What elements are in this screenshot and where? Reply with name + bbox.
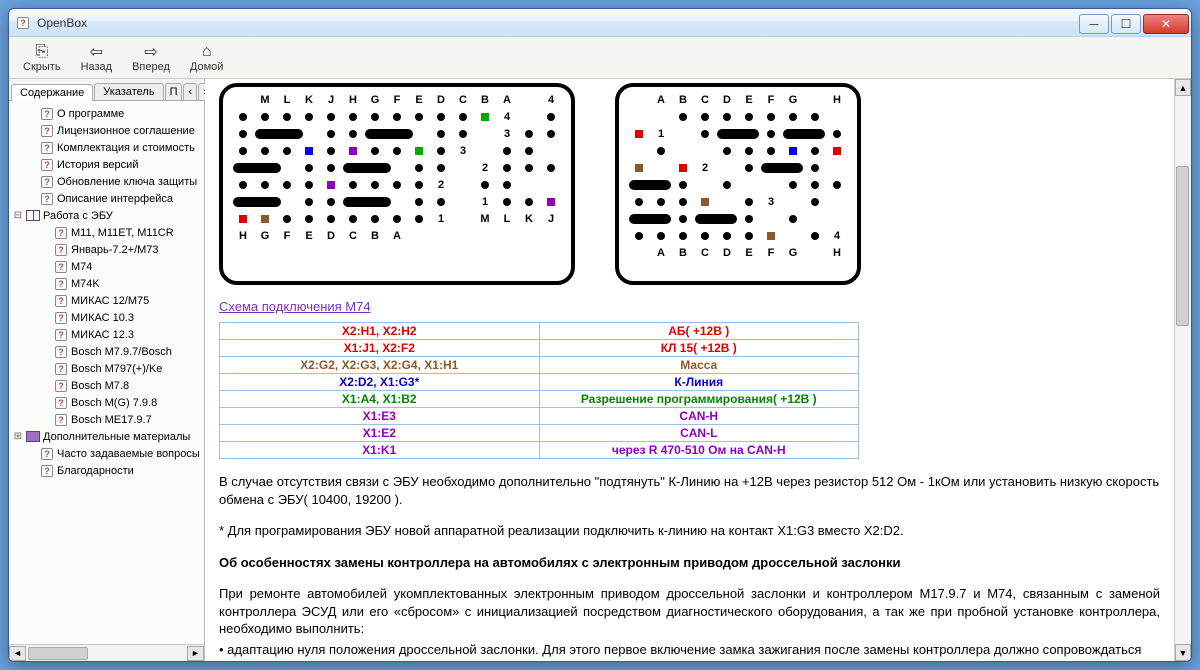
paragraph-1: В случае отсутствия связи с ЭБУ необходи… [219,473,1160,508]
sidebar-tabs: Содержание Указатель П ‹ › [9,79,204,101]
tree-item[interactable]: ?Bosch ME17.9.7 [11,411,202,428]
scroll-thumb[interactable] [28,647,88,660]
tree-item[interactable]: ?Bosch M(G) 7.9.8 [11,394,202,411]
vscroll-track[interactable] [1175,96,1191,644]
home-icon: ⌂ [202,43,212,61]
tree-item[interactable]: ?M74 [11,258,202,275]
scroll-up-icon[interactable]: ▲ [1175,79,1191,96]
window-buttons: ─ ☐ ✕ [1079,12,1191,34]
sidebar-hscroll[interactable]: ◄ ► [9,644,204,661]
tree-item[interactable]: ?Описание интерфейса [11,190,202,207]
app-window: ? OpenBox ─ ☐ ✕ ⎘ Скрыть ⇦ Назад ⇨ Впере… [8,8,1192,662]
tree-item[interactable]: ?Обновление ключа защиты [11,173,202,190]
connector-diagrams: MLKJHGFEDCBA44332211MLKJHGFEDCBAABCDEFGH… [219,83,1160,285]
tree-item[interactable]: ?Bosch M7.8 [11,377,202,394]
toolbar: ⎘ Скрыть ⇦ Назад ⇨ Вперед ⌂ Домой [9,37,1191,79]
heading-features: Об особенностях замены контроллера на ав… [219,554,1160,572]
tree-item[interactable]: ?МИКАС 12.3 [11,326,202,343]
tree-item[interactable]: ?МИКАС 10.3 [11,309,202,326]
content-vscroll[interactable]: ▲ ▼ [1174,79,1191,661]
forward-button[interactable]: ⇨ Вперед [124,41,178,75]
paragraph-2: * Для програмирования ЭБУ новой аппаратн… [219,522,1160,540]
scroll-left-icon[interactable]: ◄ [9,646,26,661]
home-button[interactable]: ⌂ Домой [182,41,232,75]
connection-table: X2:H1, X2:H2АБ( +12В )X1:J1, X2:F2КЛ 15(… [219,322,859,459]
tree-item[interactable]: ?Bosch M7.9.7/Bosch [11,343,202,360]
help-icon: ? [17,17,29,29]
tree-item[interactable]: ?Январь-7.2+/M73 [11,241,202,258]
tree-item[interactable]: ?Комплектация и стоимость [11,139,202,156]
body: Содержание Указатель П ‹ › ?О программе?… [9,79,1191,661]
tree-item[interactable]: ⊞Дополнительные материалы [11,428,202,445]
paragraph-3: При ремонте автомобилей укомплектованных… [219,585,1160,638]
window-title: OpenBox [37,16,1079,30]
vscroll-thumb[interactable] [1176,166,1189,326]
tab-index[interactable]: Указатель [94,83,163,100]
close-button[interactable]: ✕ [1143,14,1189,34]
back-icon: ⇦ [90,43,103,61]
bullet-1: • адаптацию нуля положения дроссельной з… [219,642,1160,657]
scroll-down-icon[interactable]: ▼ [1175,644,1191,661]
titlebar: ? OpenBox ─ ☐ ✕ [9,9,1191,37]
maximize-button[interactable]: ☐ [1111,14,1141,34]
hide-icon: ⎘ [35,43,48,61]
tree-item[interactable]: ?Благодарности [11,462,202,479]
sidebar: Содержание Указатель П ‹ › ?О программе?… [9,79,205,661]
scroll-right-icon[interactable]: ► [187,646,204,661]
forward-icon: ⇨ [144,43,157,61]
hide-button[interactable]: ⎘ Скрыть [15,41,69,75]
m74-schema-link[interactable]: Схема подключения M74 [219,299,371,314]
tree-item[interactable]: ?История версий [11,156,202,173]
tree-item[interactable]: ?О программе [11,105,202,122]
tab-contents[interactable]: Содержание [11,84,93,101]
tree-item[interactable]: ?Часто задаваемые вопросы [11,445,202,462]
scroll-track[interactable] [26,646,187,661]
content-pane[interactable]: MLKJHGFEDCBA44332211MLKJHGFEDCBAABCDEFGH… [205,79,1174,661]
tree-item[interactable]: ?Bosch M797(+)/Ke [11,360,202,377]
tree-item[interactable]: ⊟Работа с ЭБУ [11,207,202,224]
tree-item[interactable]: ?M11, M11ET, M11CR [11,224,202,241]
back-button[interactable]: ⇦ Назад [73,41,121,75]
tree-item[interactable]: ?M74K [11,275,202,292]
tree-item[interactable]: ?МИКАС 12/M75 [11,292,202,309]
minimize-button[interactable]: ─ [1079,14,1109,34]
app-icon: ? [15,15,31,31]
nav-tree[interactable]: ?О программе?Лицензионное соглашение?Ком… [9,101,204,644]
tab-nav-prev[interactable]: ‹ [183,83,197,100]
tree-item[interactable]: ?Лицензионное соглашение [11,122,202,139]
tab-search[interactable]: П [165,83,183,100]
